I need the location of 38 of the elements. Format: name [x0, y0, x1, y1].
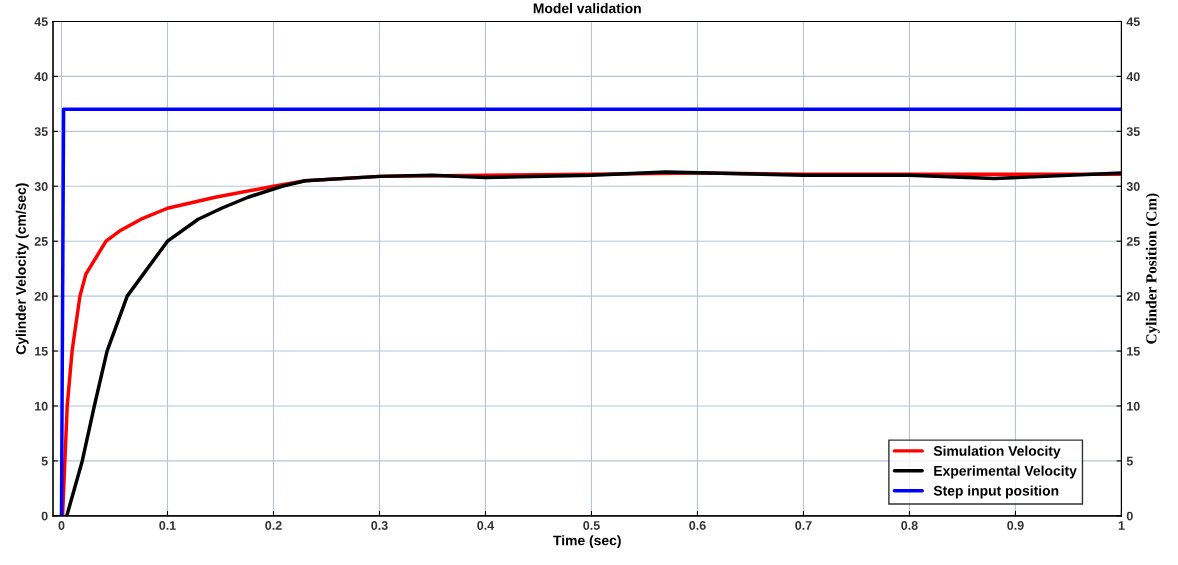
- y-tick-label: 40: [34, 72, 48, 82]
- y2-tick-label: 15: [1127, 346, 1140, 356]
- legend-label: Experimental Velocity: [934, 465, 1077, 479]
- x-tick-label: 0: [58, 521, 65, 530]
- legend-label: Simulation Velocity: [933, 445, 1061, 459]
- y2-tick-label: 10: [1127, 401, 1140, 411]
- x-tick-label: 0.6: [689, 521, 706, 530]
- y-axis-title: Cylinder Velocity (cm/sec): [15, 183, 29, 355]
- y2-tick-label: 0: [1126, 511, 1133, 521]
- y-tick-label: 20: [34, 291, 48, 301]
- y-tick-label: 45: [34, 17, 48, 27]
- y-tick-label: 35: [34, 127, 48, 136]
- y-tick-label: 5: [41, 456, 48, 466]
- x-tick-label: 1: [1118, 521, 1125, 530]
- y2-tick-label: 5: [1126, 456, 1133, 466]
- y2-tick-label: 30: [1126, 182, 1140, 191]
- y-tick-label: 0: [41, 511, 48, 521]
- x-tick-label: 0.5: [583, 521, 600, 530]
- y2-tick-label: 35: [1126, 127, 1140, 136]
- y-tick-label: 25: [34, 236, 48, 246]
- y2-axis-title: Cylinder Position (Cm): [1145, 193, 1160, 344]
- x-tick-label: 0.4: [477, 521, 495, 530]
- y2-tick-label: 25: [1126, 236, 1140, 246]
- x-axis-title: Time (sec): [553, 535, 621, 549]
- x-tick-label: 0.9: [1007, 521, 1024, 530]
- x-tick-label: 0.3: [371, 521, 388, 530]
- x-tick-label: 0.1: [159, 521, 176, 530]
- y-tick-label: 10: [35, 401, 48, 411]
- x-tick-label: 0.2: [265, 521, 282, 530]
- y2-tick-label: 20: [1126, 291, 1140, 301]
- y2-tick-label: 45: [1126, 17, 1140, 27]
- x-tick-label: 0.7: [795, 521, 812, 530]
- chart-title: Model validation: [533, 3, 641, 14]
- y-tick-label: 30: [34, 182, 48, 191]
- legend-label: Step input position: [933, 485, 1059, 499]
- y2-tick-label: 40: [1126, 72, 1140, 82]
- y-tick-label: 15: [35, 346, 48, 356]
- x-tick-label: 0.8: [901, 521, 918, 530]
